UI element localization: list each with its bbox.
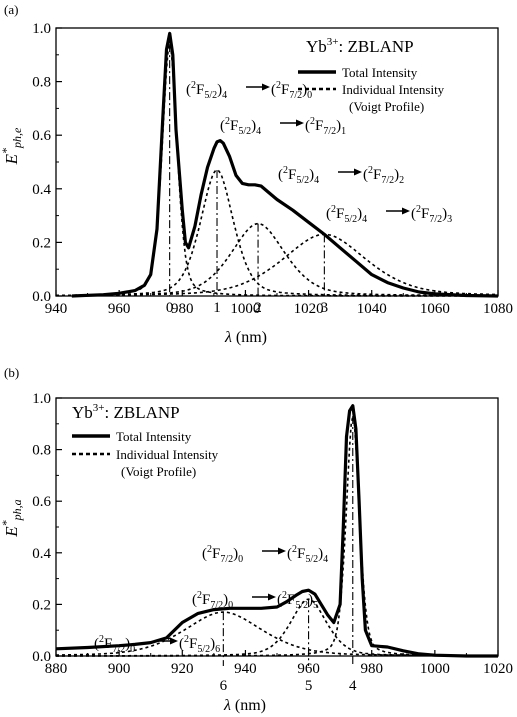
y-tick-label: 1.0 [32,21,51,37]
x-tick-label: 980 [171,301,194,317]
panel-a: (a) E*ph,e λ (nm) Yb3+: ZBLANP Total Int… [0,2,452,346]
line-label-4: 4 [349,678,357,694]
plot-frame [55,27,499,297]
legend-total: Total Intensity [342,65,418,80]
panel-b-ylabel: E*ph,a [0,499,24,537]
line-label-5: 5 [305,678,313,694]
x-tick-label: 920 [171,661,194,677]
x-tick-label: 880 [45,661,68,677]
y-tick-label: 0.6 [32,494,51,510]
y-tick-label: 0.0 [32,649,51,665]
svg-text:(2F5/2)4: (2F5/2)4 [278,165,319,186]
panel-b-annotations: (2F7/2)0 (2F5/2)4 (2F7/2)0 (2F5/2)5 (2F7… [94,544,328,655]
svg-text:(2F7/2)0: (2F7/2)0 [192,590,233,611]
svg-text:(2F5/2)6: (2F5/2)6 [179,634,220,655]
component-profile-1 [56,169,498,297]
x-tick-label: 1080 [483,301,513,317]
y-tick-label: 0.4 [32,182,51,198]
legend-individual: Individual Intensity [342,82,445,97]
annotation-transition-1: (2F5/2)4 (2F7/2)1 [220,116,346,137]
panel-a-legend: Yb3+: ZBLANP Total Intensity Individual … [298,36,445,114]
svg-text:(2F5/2)4: (2F5/2)4 [220,116,261,137]
annotation-transition-3: (2F5/2)4 (2F7/2)3 [326,204,452,225]
line-label-0: 0 [166,300,174,316]
legend-title: Yb3+: ZBLANP [72,402,180,422]
legend-total: Total Intensity [116,429,192,444]
svg-text:(2F5/2)4: (2F5/2)4 [326,204,367,225]
line-label-1: 1 [213,300,221,316]
y-tick-label: 0.8 [32,443,51,459]
panel-a-xlabel: λ (nm) [224,329,267,346]
x-tick-label: 1020 [294,301,324,317]
legend-title: Yb3+: ZBLANP [306,36,414,56]
y-tick-label: 0.2 [32,597,51,613]
svg-text:(2F7/2)2: (2F7/2)2 [363,165,404,186]
svg-text:(2F7/2)0: (2F7/2)0 [202,544,243,565]
panel-b-plot-area: 880 900 920 940 960 980 1000 1020 0.0 0.2 0.4 0.6 0.… [32,391,513,694]
x-tick-label: 940 [234,661,257,677]
x-tick-label: 940 [45,301,68,317]
y-tick-label: 1.0 [32,391,51,407]
y-tick-label: 0.4 [32,546,51,562]
svg-text:(2F5/2)4: (2F5/2)4 [287,544,328,565]
panel-b: (b) E*ph,a λ (nm) Yb3+: ZBLANP Total Int… [0,365,328,714]
panel-b-label: (b) [4,365,19,380]
svg-text:(2F7/2)1: (2F7/2)1 [305,116,346,137]
panel-a-annotations: (2F5/2)4 (2F7/2)0 (2F5/2)4 (2F7/2)1 (2F5… [186,80,452,225]
x-tick-label: 980 [360,661,383,677]
x-tick-label: 1060 [420,301,450,317]
x-tick-label: 1000 [230,301,260,317]
series-total-intensity [55,404,498,658]
x-tick-label: 1020 [483,661,513,677]
line-label-3: 3 [321,300,329,316]
svg-text:(2F5/2)4: (2F5/2)4 [186,80,227,101]
legend-voigt: (Voigt Profile) [121,464,196,479]
legend-individual: Individual Intensity [116,447,219,462]
line-label-2: 2 [254,300,262,316]
panel-b-xlabel: λ (nm) [223,697,266,714]
panel-a-label: (a) [4,2,18,17]
y-tick-label: 0.0 [32,289,51,305]
panel-b-legend: Yb3+: ZBLANP Total Intensity Individual … [72,402,219,479]
x-tick-label: 1000 [420,661,450,677]
annotation-transition-0: (2F5/2)4 (2F7/2)0 [186,80,312,101]
y-tick-label: 0.6 [32,128,51,144]
y-tick-label: 0.8 [32,75,51,91]
legend-voigt: (Voigt Profile) [349,99,424,114]
x-tick-label: 960 [108,301,131,317]
annotation-transition-4: (2F7/2)0 (2F5/2)4 [202,544,328,565]
x-tick-label: 1040 [357,301,387,317]
x-tick-label: 900 [108,661,131,677]
svg-text:(2F7/2)0: (2F7/2)0 [271,80,312,101]
series-total-intensity [71,31,499,298]
annotation-transition-2: (2F5/2)4 (2F7/2)2 [278,165,404,186]
svg-text:(2F7/2)3: (2F7/2)3 [411,204,452,225]
line-label-6: 6 [220,678,228,694]
panel-a-plot-area: 940 960 980 1000 1020 1040 1060 1080 0.0 0.2 0.4 0.… [32,21,513,317]
x-tick-label: 960 [297,661,320,677]
component-profile-3 [56,233,498,297]
y-tick-label: 0.2 [32,235,51,251]
panel-a-ylabel: E*ph,e [0,127,24,165]
component-profile-2 [56,222,498,297]
